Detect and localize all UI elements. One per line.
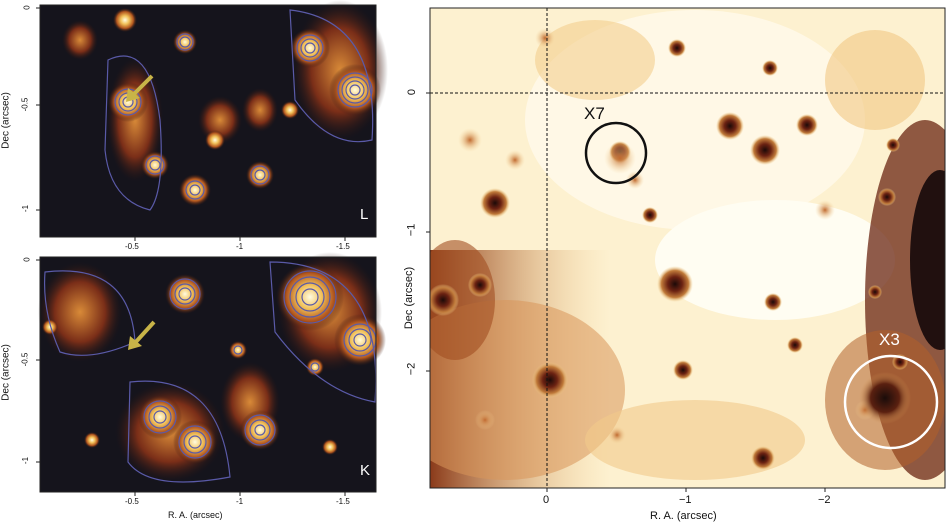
panel-l: 0 -0.5 -1 Dec (arcsec) -0.5 -1 -1.5 L: [0, 0, 392, 251]
k-ytick-2: -1: [21, 456, 31, 465]
k-xtick-2: -1.5: [336, 497, 350, 506]
l-xtick-0: -0.5: [125, 242, 139, 251]
x7-label: X7: [584, 104, 605, 123]
main-xtick-2: −2: [818, 494, 831, 506]
main-ytick-1: −1: [405, 223, 418, 237]
panel-k: 0 -0.5 -1 Dec (arcsec) -0.5 -1 -1.5 R. A…: [0, 252, 392, 527]
l-ylabel: Dec (arcsec): [0, 92, 12, 149]
panel-l-image: [36, 0, 388, 241]
k-xtick-1: -1: [236, 497, 244, 506]
panel-main-image: [426, 7, 946, 492]
x3-circle: [843, 354, 939, 450]
k-ytick-1: -0.5: [20, 352, 30, 367]
panel-l-letter: L: [360, 206, 369, 223]
x3-label: X3: [879, 330, 900, 349]
main-xtick-0: 0: [543, 494, 550, 506]
l-xtick-1: -1: [236, 242, 244, 251]
main-ylabel: Dec (arcsec): [403, 266, 415, 330]
k-xtick-0: -0.5: [125, 497, 139, 506]
l-ytick-1: -0.5: [20, 97, 30, 112]
l-ytick-2: -1: [21, 204, 31, 213]
arrow-indicator-l: [126, 74, 154, 102]
main-ytick-2: −2: [405, 362, 418, 376]
main-ytick-0: 0: [406, 88, 419, 96]
x7-circle: [584, 121, 648, 185]
main-xtick-1: −1: [679, 494, 692, 506]
arrow-indicator-k: [128, 320, 156, 350]
l-xtick-2: -1.5: [336, 242, 350, 251]
k-ytick-0: 0: [22, 257, 32, 262]
k-xlabel: R. A. (arcsec): [168, 510, 223, 520]
main-xlabel: R. A. (arcsec): [650, 510, 717, 522]
l-ytick-0: 0: [22, 5, 32, 10]
panel-k-image: [36, 252, 386, 496]
panel-main: X7 X3 0 −1 −2 Dec (arcsec) 0 −1 −2 R. A.…: [395, 0, 950, 527]
panel-k-letter: K: [360, 462, 371, 479]
k-ylabel: Dec (arcsec): [0, 344, 12, 401]
